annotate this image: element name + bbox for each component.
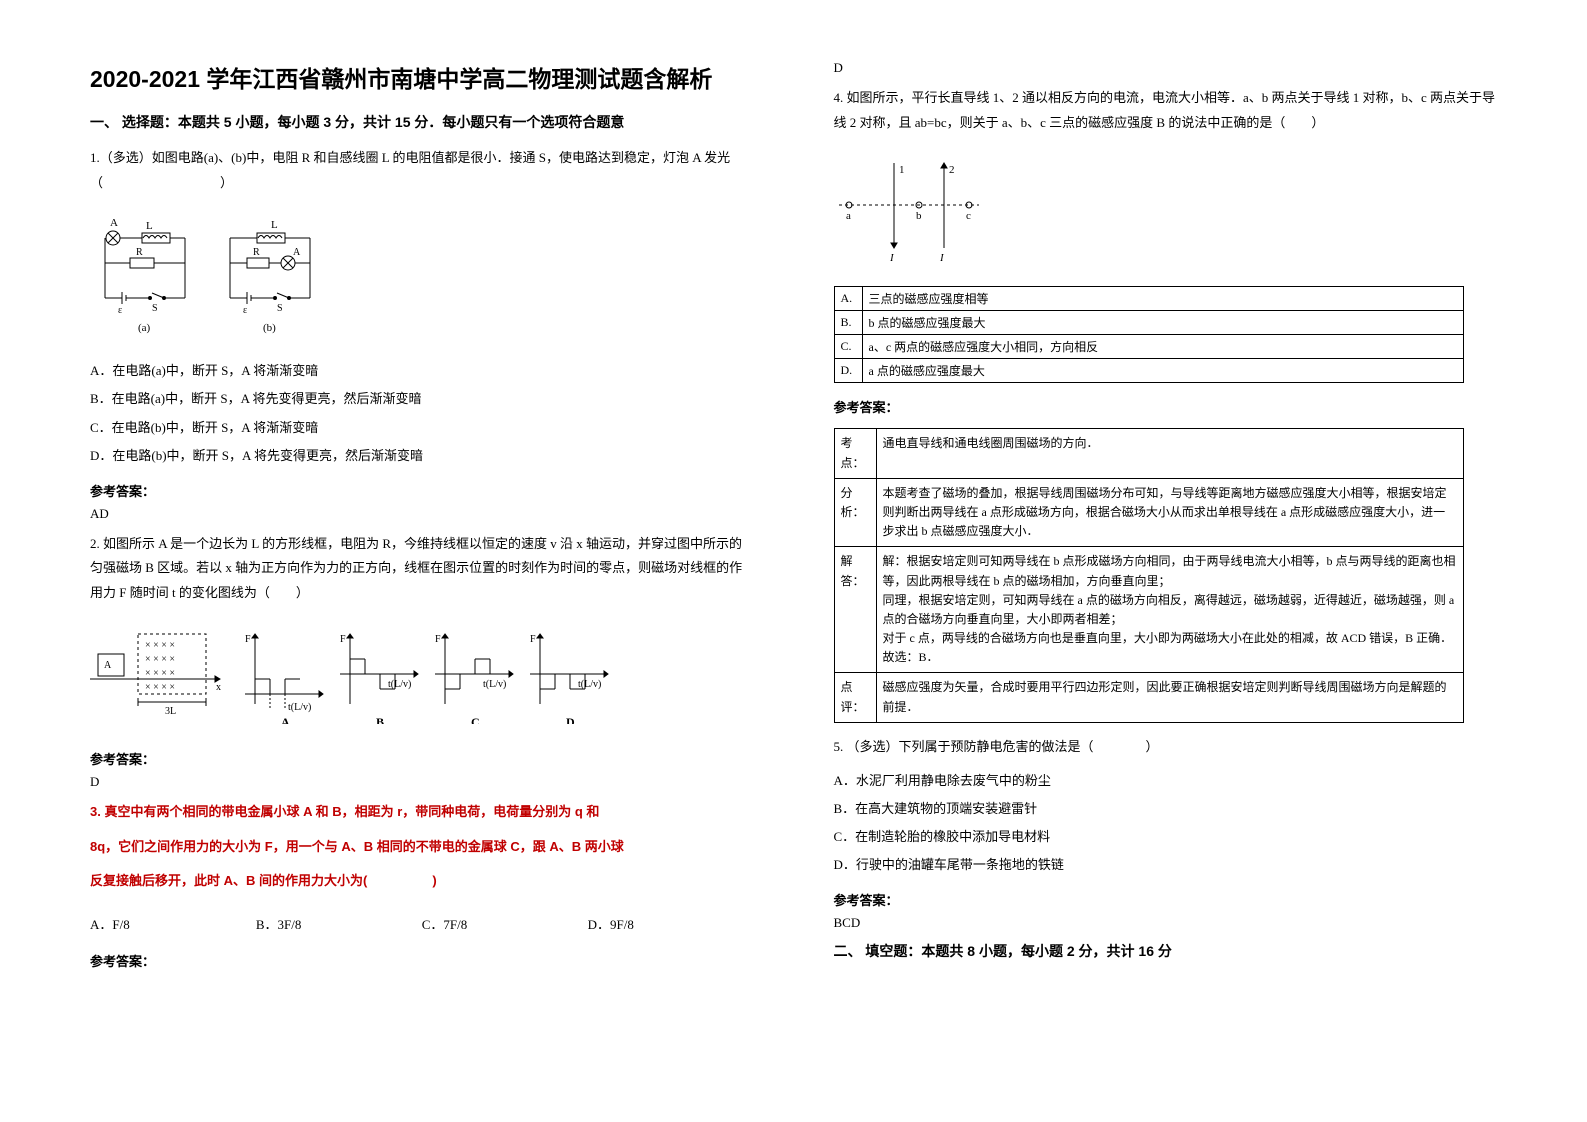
table-row: 点评：磁感应强度为矢量，合成时要用平行四边形定则，因此要正确根据安培定则判断导线… [834,673,1463,722]
svg-text:× × × ×: × × × × [145,668,175,679]
q1-stem: 1.（多选）如图电路(a)、(b)中，电阻 R 和自感线圈 L 的电阻值都是很小… [90,146,754,195]
left-column: 2020-2021 学年江西省赣州市南塘中学高二物理测试题含解析 一、 选择题：… [90,60,754,1082]
svg-text:(b): (b) [263,322,276,334]
q5-optD: D．行驶中的油罐车尾带一条拖地的铁链 [834,854,1498,876]
q3-stem3: 反复接触后移开，此时 A、B 间的作用力大小为( ) [90,869,754,894]
q3-optA: A．F/8 [90,914,256,933]
svg-text:I: I [939,252,945,263]
svg-text:L: L [271,219,278,231]
svg-text:B: B [376,715,384,724]
q1-optC: C．在电路(b)中，断开 S，A 将渐渐变暗 [90,417,754,439]
q3-ans: D [834,60,1498,76]
q4-stem: 4. 如图所示，平行长直导线 1、2 通以相反方向的电流，电流大小相等．a、b … [834,86,1498,135]
q4-ans-label: 参考答案： [834,397,1498,416]
svg-text:ε: ε [243,305,247,316]
q5-ans: BCD [834,915,1498,931]
svg-text:D: D [566,715,575,724]
svg-text:I: I [889,252,895,263]
table-row: C.a、c 两点的磁感应强度大小相同，方向相反 [834,335,1463,359]
q1-optB: B．在电路(a)中，断开 S，A 将先变得更亮，然后渐渐变暗 [90,388,754,410]
svg-text:C: C [471,715,480,724]
svg-text:A: A [110,217,118,229]
q1-circuit-diagram: A L R ε S (a) [90,213,754,348]
q4-wires-diagram: 1 I 2 I a b c [834,153,1498,268]
svg-text:× × × ×: × × × × [145,654,175,665]
section-2-head: 二、 填空题：本题共 8 小题，每小题 2 分，共计 16 分 [834,941,1498,961]
svg-text:F: F [530,634,536,645]
svg-text:F: F [435,634,441,645]
q2-ft-diagram: × × × × × × × × × × × × × × × × A x 3L F… [90,624,754,729]
svg-text:R: R [136,247,143,258]
svg-text:F: F [245,634,251,645]
svg-text:2: 2 [949,164,955,176]
q5-ans-label: 参考答案： [834,890,1498,909]
q2-ans: D [90,774,754,790]
q3-stem2: 8q，它们之间作用力的大小为 F，用一个与 A、B 相同的不带电的金属球 C，跟… [90,835,754,860]
q4-analysis-table: 考点：通电直导线和通电线圈周围磁场的方向． 分析：本题考查了磁场的叠加，根据导线… [834,428,1464,722]
svg-text:c: c [966,210,971,222]
table-row: D.a 点的磁感应强度最大 [834,359,1463,383]
q1-optD: D．在电路(b)中，断开 S，A 将先变得更亮，然后渐渐变暗 [90,445,754,467]
svg-text:x: x [216,682,221,693]
svg-text:ε: ε [118,305,122,316]
svg-text:3L: 3L [165,706,176,717]
svg-text:A: A [104,660,112,671]
q4-option-table: A.三点的磁感应强度相等 B.b 点的磁感应强度最大 C.a、c 两点的磁感应强… [834,286,1464,383]
svg-text:S: S [152,303,158,314]
table-row: 分析：本题考查了磁场的叠加，根据导线周围磁场分布可知，与导线等距离地方磁感应强度… [834,478,1463,547]
section-1-head: 一、 选择题：本题共 5 小题，每小题 3 分，共计 15 分．每小题只有一个选… [90,112,754,132]
table-row: 解答：解：根据安培定则可知两导线在 b 点形成磁场方向相同，由于两导线电流大小相… [834,547,1463,673]
svg-text:b: b [916,210,922,222]
page-title: 2020-2021 学年江西省赣州市南塘中学高二物理测试题含解析 [90,60,754,94]
q5-optC: C．在制造轮胎的橡胶中添加导电材料 [834,826,1498,848]
q5-optB: B．在高大建筑物的顶端安装避雷针 [834,798,1498,820]
right-column: D 4. 如图所示，平行长直导线 1、2 通以相反方向的电流，电流大小相等．a、… [834,60,1498,1082]
svg-text:L: L [146,220,153,232]
table-row: A.三点的磁感应强度相等 [834,287,1463,311]
q3-optD: D．9F/8 [588,914,754,933]
svg-text:1: 1 [899,164,905,176]
q1-ans: AD [90,506,754,522]
q5-stem: 5. （多选）下列属于预防静电危害的做法是（ ） [834,735,1498,760]
svg-text:F: F [340,634,346,645]
q1-optA: A．在电路(a)中，断开 S，A 将渐渐变暗 [90,360,754,382]
svg-text:t(L/v): t(L/v) [388,679,411,690]
q2-ans-label: 参考答案： [90,749,754,768]
q3-ans-label: 参考答案： [90,951,754,970]
q3-stem1: 3. 真空中有两个相同的带电金属小球 A 和 B，相距为 r，带同种电荷，电荷量… [90,800,754,825]
table-row: 考点：通电直导线和通电线圈周围磁场的方向． [834,429,1463,478]
svg-text:t(L/v): t(L/v) [288,702,311,713]
svg-text:A: A [293,247,301,258]
svg-text:a: a [846,210,851,222]
svg-text:A: A [281,715,290,724]
svg-text:t(L/v): t(L/v) [483,679,506,690]
q5-optA: A．水泥厂利用静电除去废气中的粉尘 [834,770,1498,792]
table-row: B.b 点的磁感应强度最大 [834,311,1463,335]
svg-text:t(L/v): t(L/v) [578,679,601,690]
svg-text:× × × ×: × × × × [145,640,175,651]
svg-text:R: R [253,247,260,258]
svg-text:× × × ×: × × × × [145,682,175,693]
svg-text:S: S [277,303,283,314]
svg-text:(a): (a) [138,322,151,334]
q1-ans-label: 参考答案： [90,481,754,500]
q3-optB: B．3F/8 [256,914,422,933]
q2-stem: 2. 如图所示 A 是一个边长为 L 的方形线框，电阻为 R，今维持线框以恒定的… [90,532,754,606]
q3-optC: C．7F/8 [422,914,588,933]
